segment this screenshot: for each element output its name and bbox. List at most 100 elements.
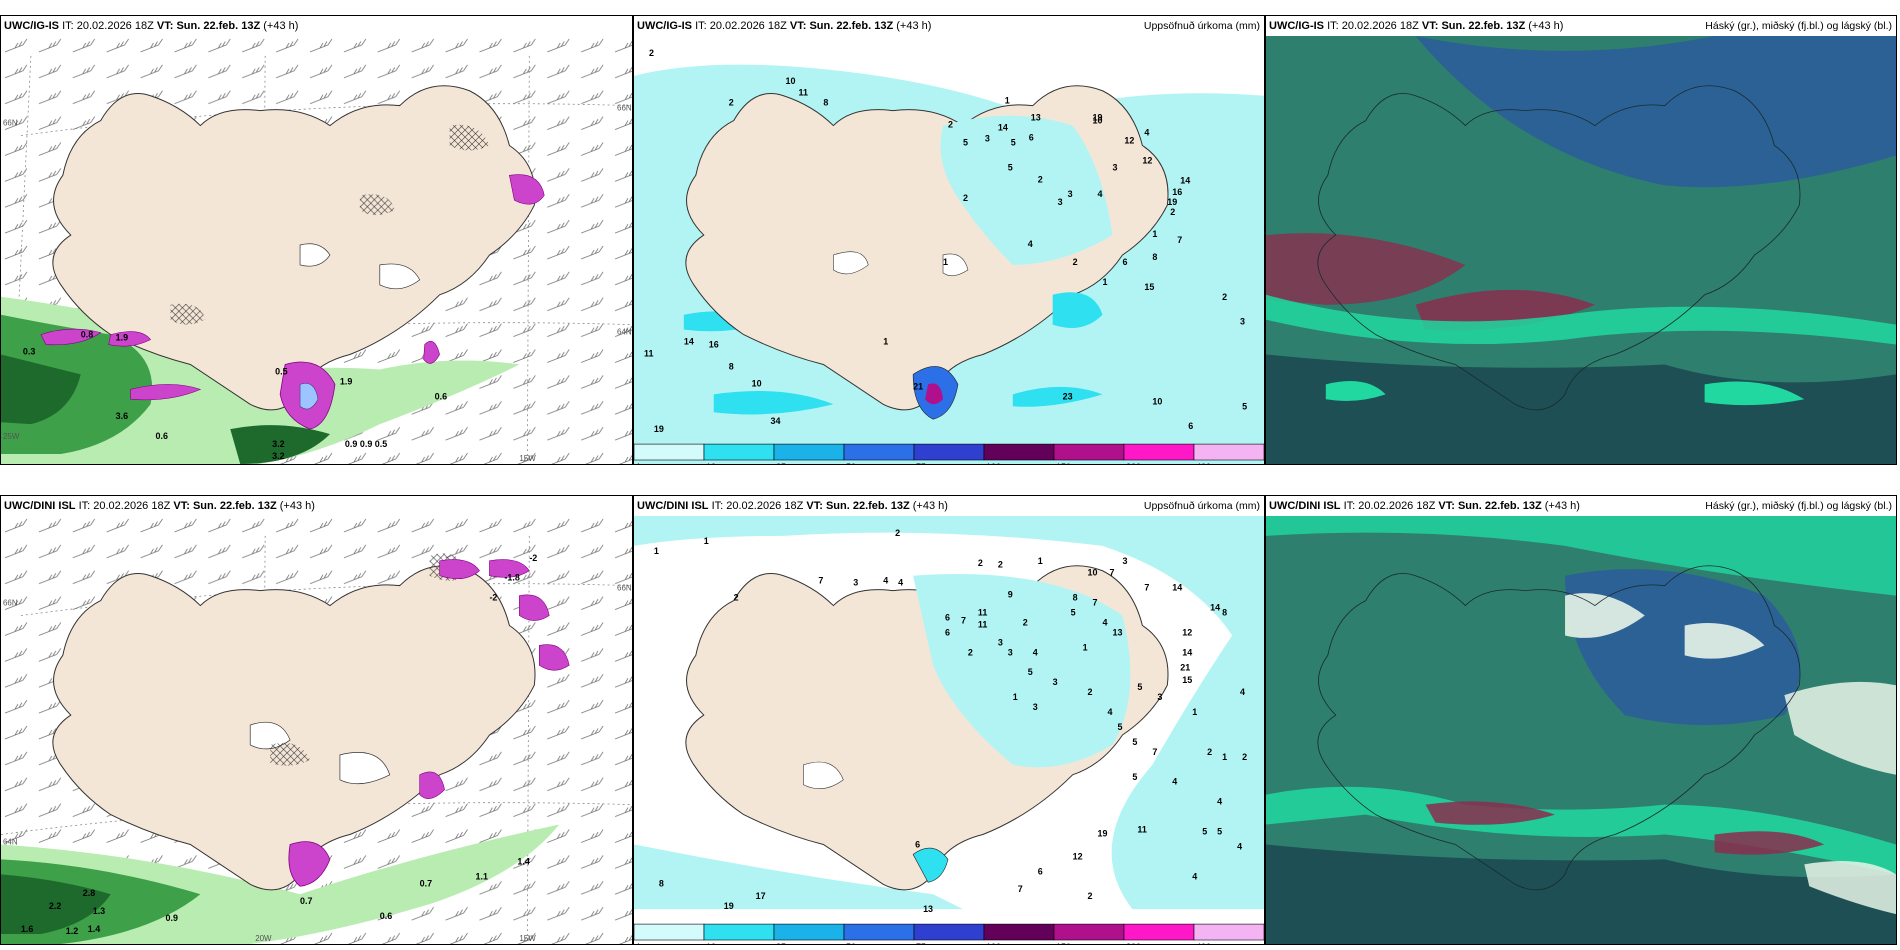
cloud-bright [1784,681,1896,775]
value-label: 2 [1207,747,1212,757]
value-label: 11 [798,88,807,98]
value-label: 0.6 [380,911,392,921]
value-label: 8 [659,878,664,888]
value-label: -2 [489,593,497,603]
precip-heavy [1,354,81,425]
it-label: IT: [78,500,91,512]
value-label: 4 [898,578,903,588]
model-name: UWC/DINI ISL [637,500,709,512]
value-label: 7 [1018,884,1023,894]
model-name: UWC/IG-IS [1269,20,1324,32]
vt-label: VT: [1421,20,1439,32]
value-label: 21 [913,381,923,391]
glacier [803,761,844,790]
value-label: 14 [1210,603,1220,613]
value-label: 1.6 [21,924,33,934]
value-label: 13 [923,904,933,914]
grid-label: 25W [3,432,20,441]
value-label: 3 [1122,556,1127,566]
value-label: 2 [1073,257,1078,267]
value-label: 7 [1093,598,1098,608]
cloud-low [1266,516,1896,596]
precip-area [940,115,1113,265]
accum-precip-map: 2 1 1 2 7 3 4 4 2 1 2 10 7 3 7 14 14 8 6… [634,516,1264,944]
legend-tick-label: 50 [846,462,856,464]
value-label: 7 [818,576,823,586]
legend-swatch [1123,923,1195,941]
value-label: 12 [1142,155,1152,165]
cloud-cover-map [1266,36,1896,464]
value-label: 2 [734,593,739,603]
value-label: 4 [1192,871,1197,881]
hatched-area [170,124,490,325]
precip-legend: 1 10 25 50 75 100 150 200 400 [634,443,1264,464]
panel-dini-wind-precip: UWC/DINI ISL IT: 20.02.2026 18Z VT: Sun.… [0,495,633,945]
legend-tick-label: 75 [916,942,926,944]
value-label: 11 [644,349,653,359]
value-label: 2 [1023,617,1028,627]
lead-time: (+43 h) [263,20,299,32]
model-name: UWC/DINI ISL [4,500,76,512]
precip-magenta [40,328,202,401]
value-label: 13 [1031,113,1041,123]
panel-header: UWC/DINI ISL IT: 20.02.2026 18Z VT: Sun.… [1266,496,1896,516]
value-label: 19 [724,901,734,911]
value-label: 6 [1188,421,1193,431]
value-label: 5 [1011,137,1016,147]
value-label: 8 [1073,593,1078,603]
value-label: 6 [915,839,920,849]
panel-ig-clouds: UWC/IG-IS IT: 20.02.2026 18Z VT: Sun. 22… [1265,15,1897,465]
precip-legend: 1 10 25 50 75 100 150 200 400 [634,923,1264,944]
value-label: 10 [1093,116,1103,126]
value-label: -1.8 [504,573,519,583]
value-label: 14 [998,123,1008,133]
value-label: 13 [1112,627,1122,637]
panel-ig-wind-precip: UWC/IG-IS IT: 20.02.2026 18Z VT: Sun. 22… [0,15,633,465]
value-label: 21 [1180,662,1190,672]
value-label: 3 [1112,162,1117,172]
model-name: UWC/IG-IS [4,20,59,32]
legend-tick-label: 1 [636,942,641,944]
vt-label: VT: [156,20,174,32]
value-label: 10 [1152,396,1162,406]
grid-label: 66N [3,119,18,128]
legend-swatch [843,443,915,461]
value-label: 1 [1222,752,1227,762]
glacier [833,251,969,277]
value-label: 4 [1237,841,1242,851]
legend-tick-label: 200 [1126,462,1141,464]
value-label: 5 [1117,722,1122,732]
value-label: 14 [1172,583,1182,593]
legend-swatch [703,923,775,941]
legend-tick-label: 10 [706,462,716,464]
value-label: 1.9 [340,376,352,386]
value-label: 2 [948,120,953,130]
value-label: 7 [961,616,966,626]
panel-header: UWC/IG-IS IT: 20.02.2026 18Z VT: Sun. 22… [634,16,1264,36]
precip-magenta [439,559,570,671]
model-name: UWC/DINI ISL [1269,500,1341,512]
cloud-dark [1266,844,1896,944]
field-title: Uppsöfnuð úrkoma (mm) [1143,500,1260,512]
value-label: 5 [1071,608,1076,618]
value-label: 5 [1008,162,1013,172]
value-label: 4 [1028,239,1033,249]
accum-precip-map: 10 11 8 2 2 1 13 14 10 5 3 5 6 12 4 3 12… [634,36,1264,464]
it-label: IT: [1327,20,1339,32]
init-time: 20.02.2026 18Z [1341,20,1419,32]
value-label: 11 [978,608,987,618]
value-label: 4 [1172,777,1177,787]
value-label: 3.2 [272,439,284,449]
init-time: 20.02.2026 18Z [726,500,804,512]
precip-magenta [419,771,445,799]
value-label: 12 [1073,851,1083,861]
lead-time: (+43 h) [912,500,948,512]
value-label: 7 [1177,235,1182,245]
value-label: 3 [998,637,1003,647]
grid-label: 66N [617,584,632,593]
value-label: 8 [1152,252,1157,262]
grid-label: 66N [3,599,18,608]
value-label: 3 [853,578,858,588]
it-label: IT: [1343,500,1356,512]
value-label: 2.2 [49,901,61,911]
